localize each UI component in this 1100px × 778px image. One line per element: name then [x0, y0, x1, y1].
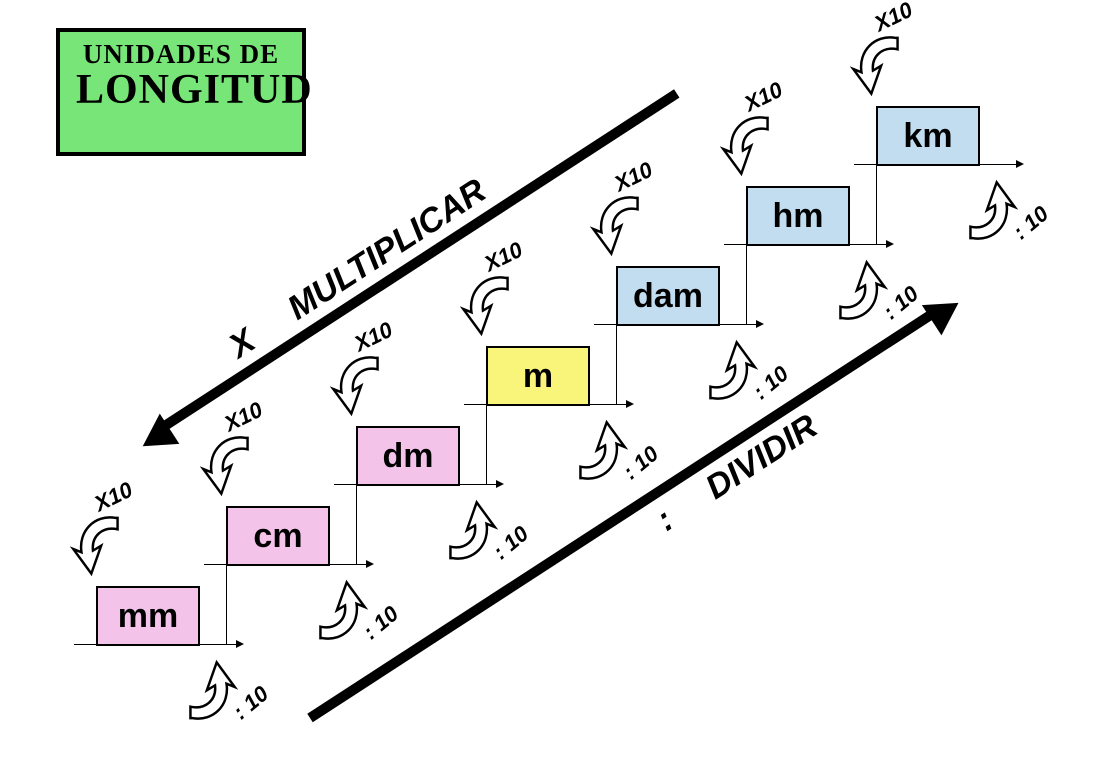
curl-down-icon — [460, 268, 542, 350]
title-line1: UNIDADES DE — [76, 40, 286, 68]
arrowhead-right-icon — [922, 288, 968, 336]
curl-up-icon — [156, 646, 238, 728]
curl-up-icon — [676, 326, 758, 408]
curl-down-icon — [70, 508, 152, 590]
step-v — [356, 484, 358, 564]
curl-down-icon — [590, 188, 672, 270]
divide-prefix: : — [650, 501, 680, 539]
curl-up-icon — [806, 246, 888, 328]
curl-down-icon — [200, 428, 282, 510]
diagram-stage: UNIDADES DE LONGITUD X MULTIPLICAR : DIV… — [0, 0, 1100, 778]
curl-up-icon — [936, 166, 1018, 248]
unit-box-m: m — [486, 346, 590, 406]
title-line2: LONGITUD — [76, 68, 286, 112]
title-box: UNIDADES DE LONGITUD — [56, 28, 306, 156]
unit-box-mm: mm — [96, 586, 200, 646]
curl-up-icon — [286, 566, 368, 648]
step-v — [486, 404, 488, 484]
unit-box-hm: hm — [746, 186, 850, 246]
step-v — [226, 564, 228, 644]
curl-down-icon — [330, 348, 412, 430]
step-v — [616, 324, 618, 404]
curl-down-icon — [850, 28, 932, 110]
step-v — [876, 164, 878, 244]
curl-down-icon — [720, 108, 802, 190]
unit-box-dm: dm — [356, 426, 460, 486]
unit-box-km: km — [876, 106, 980, 166]
step-v — [746, 244, 748, 324]
unit-box-dam: dam — [616, 266, 720, 326]
multiply-prefix: X — [222, 321, 262, 365]
unit-box-cm: cm — [226, 506, 330, 566]
curl-up-icon — [416, 486, 498, 568]
curl-up-icon — [546, 406, 628, 488]
